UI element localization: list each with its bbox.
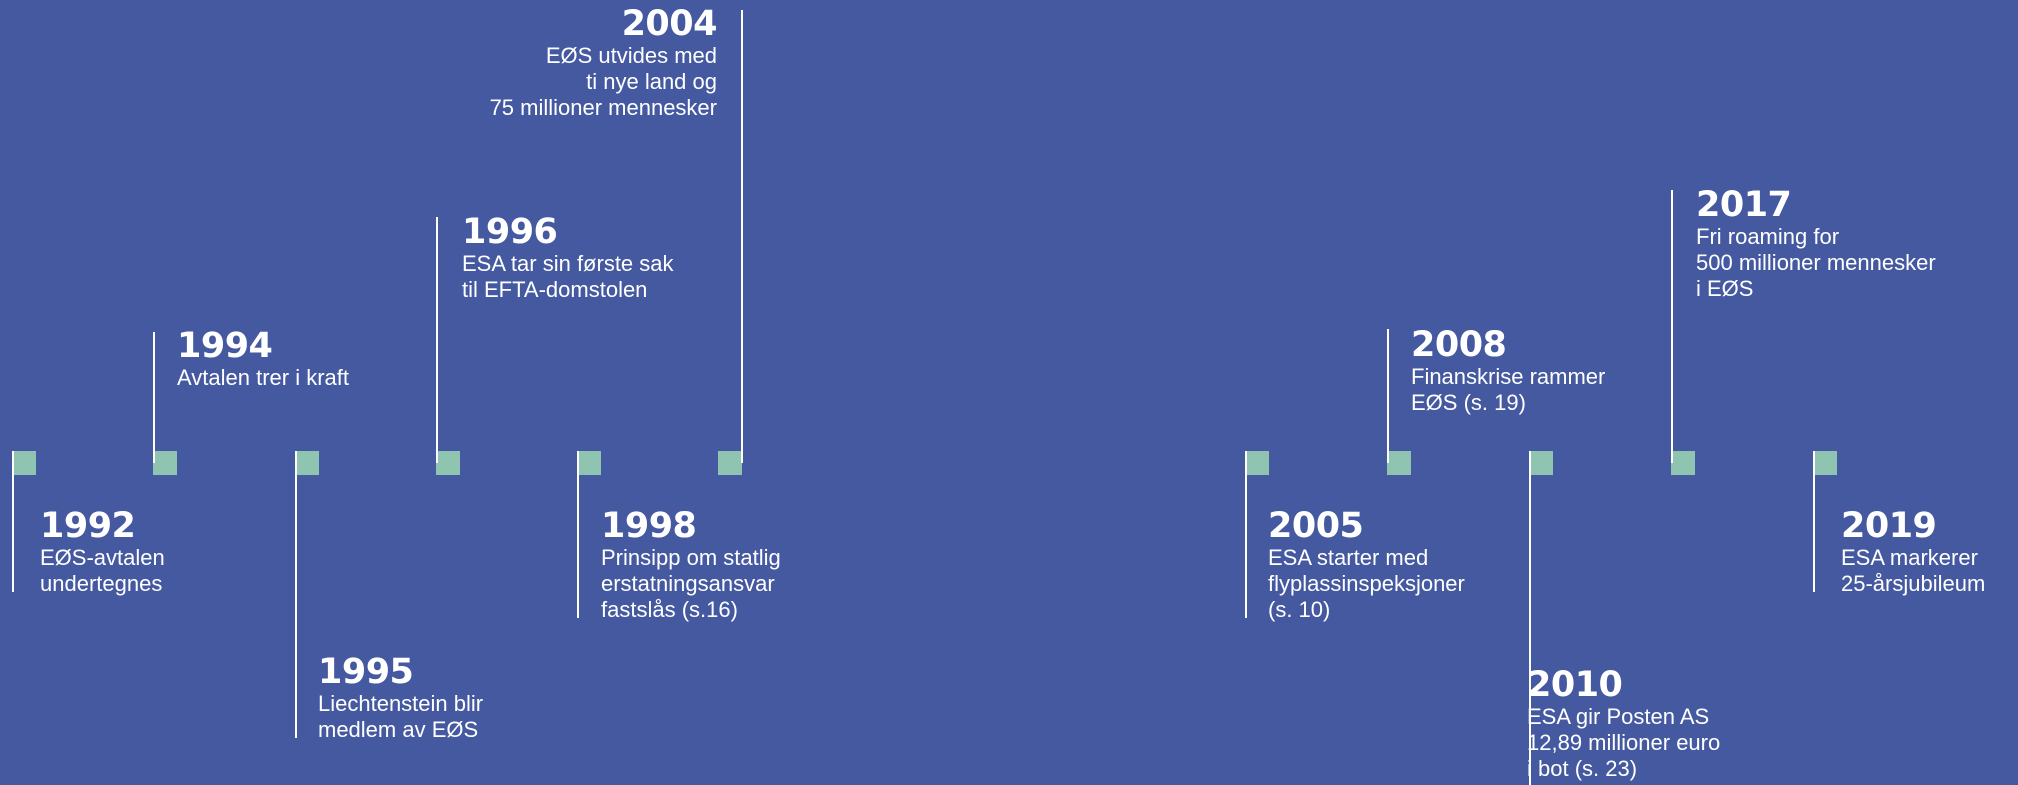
event-year: 1996	[462, 213, 674, 251]
event-year: 2019	[1841, 507, 1985, 545]
timeline-marker-2004	[718, 451, 742, 475]
event-1998: 1998 Prinsipp om statlig erstatningsansv…	[601, 507, 781, 623]
event-year: 2010	[1527, 666, 1720, 704]
connector-line-2019	[1813, 451, 1815, 592]
event-description: Finanskrise rammer EØS (s. 19)	[1411, 364, 1605, 416]
event-description: Prinsipp om statlig erstatningsansvar fa…	[601, 545, 781, 623]
event-description: ESA markerer 25-årsjubileum	[1841, 545, 1985, 597]
timeline-marker-2008	[1387, 451, 1411, 475]
event-1996: 1996 ESA tar sin første sak til EFTA-dom…	[462, 213, 674, 303]
event-description: ESA tar sin første sak til EFTA-domstole…	[462, 251, 674, 303]
event-description: EØS utvides med ti nye land og 75 millio…	[400, 43, 717, 121]
event-2008: 2008 Finanskrise rammer EØS (s. 19)	[1411, 326, 1605, 416]
event-year: 2008	[1411, 326, 1605, 364]
connector-line-1995	[295, 451, 297, 738]
connector-line-2017	[1671, 190, 1673, 463]
connector-line-2005	[1245, 451, 1247, 618]
timeline-marker-1998	[577, 451, 601, 475]
timeline-marker-1996	[436, 451, 460, 475]
event-description: Avtalen trer i kraft	[177, 365, 349, 391]
timeline-marker-2019	[1813, 451, 1837, 475]
connector-line-1998	[577, 451, 579, 618]
connector-line-1994	[153, 332, 155, 463]
timeline-marker-1994	[153, 451, 177, 475]
event-1994: 1994 Avtalen trer i kraft	[177, 327, 349, 391]
event-description: Liechtenstein blir medlem av EØS	[318, 691, 483, 743]
connector-line-1992	[12, 451, 14, 592]
event-2017: 2017 Fri roaming for 500 millioner menne…	[1696, 186, 1936, 302]
event-year: 1995	[318, 653, 483, 691]
timeline-marker-1995	[295, 451, 319, 475]
event-year: 2017	[1696, 186, 1936, 224]
event-year: 1992	[40, 507, 165, 545]
event-2010: 2010 ESA gir Posten AS 12,89 millioner e…	[1527, 666, 1720, 782]
connector-line-1996	[436, 217, 438, 463]
connector-line-2008	[1387, 329, 1389, 463]
connector-line-2004	[741, 10, 743, 463]
event-2019: 2019 ESA markerer 25-årsjubileum	[1841, 507, 1985, 597]
event-2004: 2004 EØS utvides med ti nye land og 75 m…	[400, 5, 717, 121]
event-description: EØS-avtalen undertegnes	[40, 545, 165, 597]
event-description: Fri roaming for 500 millioner mennesker …	[1696, 224, 1936, 302]
timeline-marker-1992	[12, 451, 36, 475]
event-year: 2004	[400, 5, 717, 43]
event-1995: 1995 Liechtenstein blir medlem av EØS	[318, 653, 483, 743]
event-2005: 2005 ESA starter med flyplassinspeksjone…	[1268, 507, 1465, 623]
event-year: 2005	[1268, 507, 1465, 545]
event-year: 1994	[177, 327, 349, 365]
event-1992: 1992 EØS-avtalen undertegnes	[40, 507, 165, 597]
timeline-marker-2010	[1529, 451, 1553, 475]
timeline-marker-2005	[1245, 451, 1269, 475]
event-description: ESA gir Posten AS 12,89 millioner euro i…	[1527, 704, 1720, 782]
event-year: 1998	[601, 507, 781, 545]
event-description: ESA starter med flyplassinspeksjoner (s.…	[1268, 545, 1465, 623]
timeline-marker-2017	[1671, 451, 1695, 475]
